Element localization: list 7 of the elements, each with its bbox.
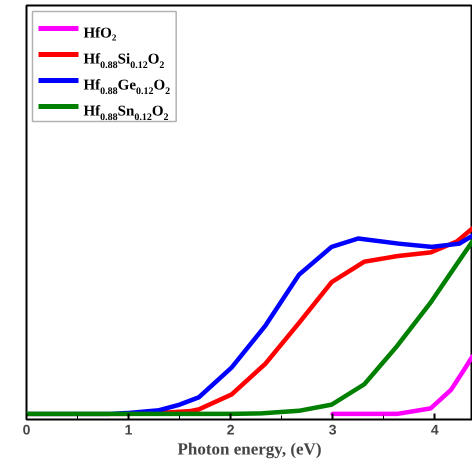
legend-label: HfO₂ (84, 26, 117, 42)
x-tick-label: 3 (328, 422, 337, 438)
x-tick-label: 0 (22, 422, 31, 438)
x-tick-label: 2 (226, 422, 235, 438)
x-tick-label: 1 (124, 422, 133, 438)
x-axis-title: Photon energy, (eV) (178, 440, 322, 458)
x-tick-label: 4 (430, 422, 439, 438)
